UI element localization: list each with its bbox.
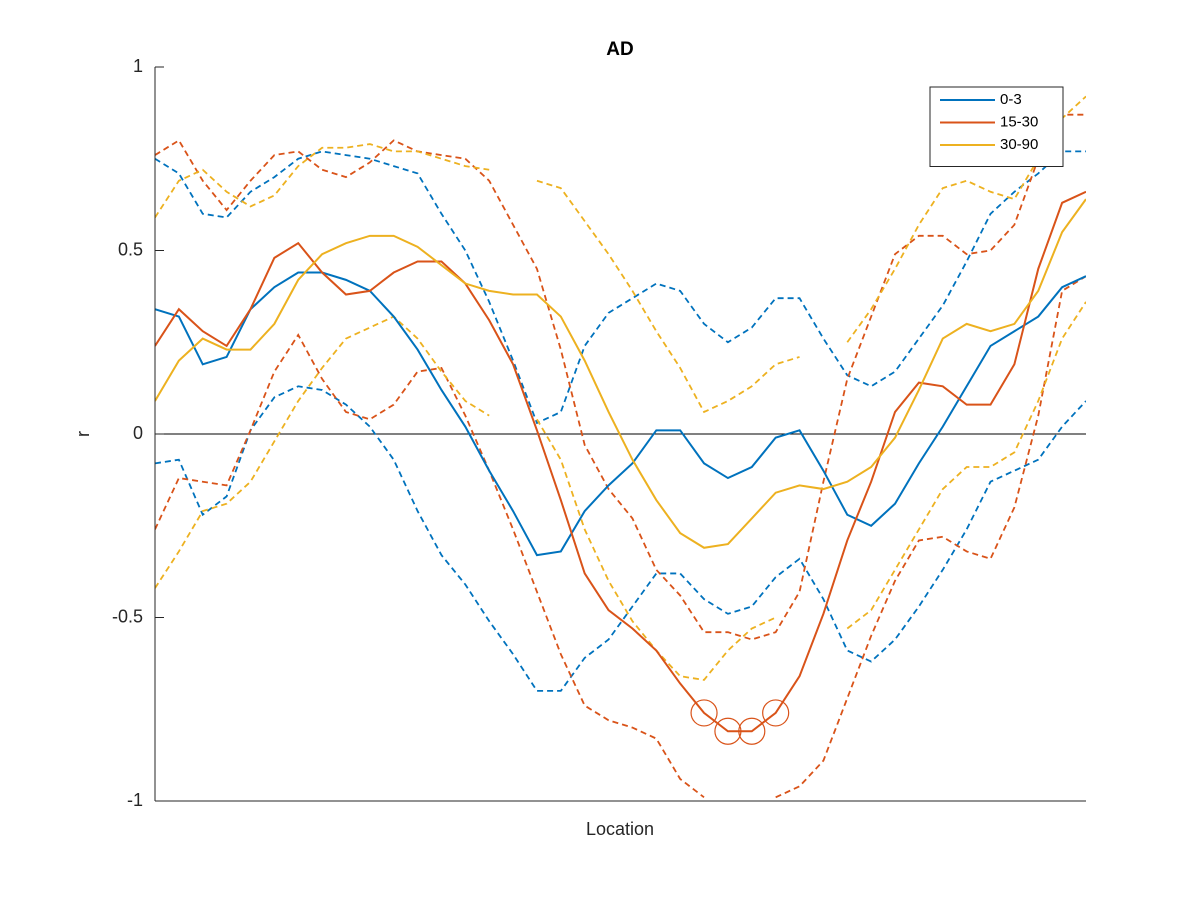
lower-bound-line — [846, 301, 1086, 630]
lower-bound-line — [155, 333, 705, 799]
lower-bound-line — [775, 275, 1086, 799]
lower-bound-line — [155, 315, 490, 589]
y-tick-label: -1 — [127, 790, 143, 810]
legend: 0-3 15-30 30-90 — [929, 86, 1064, 167]
upper-bound-line — [155, 143, 490, 218]
y-tick-label: 1 — [133, 56, 143, 76]
series-line — [155, 198, 1086, 549]
plot-area — [155, 95, 1086, 799]
series-line — [155, 271, 1086, 557]
highlight-marker — [762, 699, 790, 727]
legend-label: 30-90 — [1000, 136, 1038, 153]
y-tick-label: 0 — [133, 423, 143, 443]
upper-bound-line — [536, 179, 800, 414]
upper-bound-line — [155, 113, 1086, 641]
highlight-marker — [690, 699, 718, 727]
highlight-marker — [738, 717, 766, 745]
y-tick-label: 0.5 — [118, 239, 143, 259]
chart-title: AD — [606, 39, 633, 60]
legend-box — [929, 86, 1064, 167]
lower-bound-line — [155, 385, 1086, 692]
series-line — [155, 190, 1086, 733]
x-axis-label: Location — [586, 819, 654, 839]
y-tick-label: -0.5 — [112, 606, 143, 626]
y-axis-label: r — [73, 431, 93, 437]
legend-label: 0-3 — [1000, 91, 1022, 108]
upper-bound-line — [155, 150, 1086, 425]
legend-label: 15-30 — [1000, 113, 1038, 130]
highlight-marker — [714, 717, 742, 745]
